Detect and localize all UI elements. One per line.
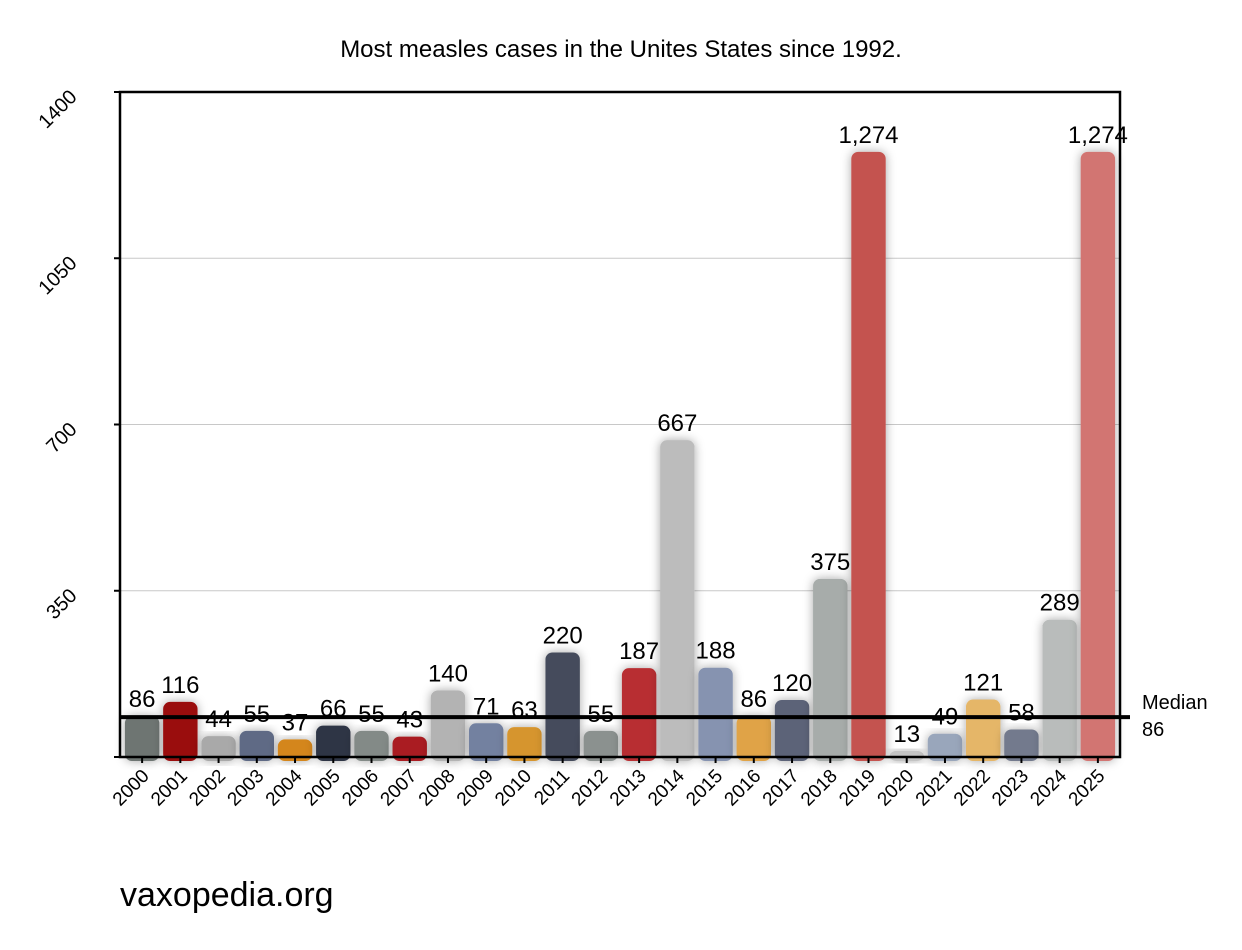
- x-tick-label-2006: 2006: [338, 766, 383, 811]
- x-tick-label-2008: 2008: [415, 766, 460, 811]
- value-label-2008: 140: [428, 661, 468, 688]
- bar-2009: [468, 723, 504, 761]
- bar-2015: [698, 667, 733, 761]
- median-label: Median 86: [1142, 690, 1208, 744]
- value-label-2010: 63: [511, 697, 538, 724]
- value-label-2007: 43: [396, 707, 423, 734]
- x-tick-label-2024: 2024: [1026, 765, 1071, 810]
- bar-2011: [545, 652, 580, 761]
- x-axis-tick-labels: 2000200120022003200420052006200720082009…: [109, 757, 1110, 811]
- bar-2013: [621, 668, 657, 761]
- x-tick-label-2002: 2002: [185, 766, 230, 811]
- y-tick-label: 1400: [35, 86, 82, 133]
- x-tick-label-2025: 2025: [1065, 766, 1110, 811]
- value-label-2023: 58: [1008, 699, 1035, 726]
- bar-2022: [965, 699, 1001, 761]
- value-label-2003: 55: [243, 701, 270, 728]
- x-tick-label-2007: 2007: [377, 766, 422, 811]
- bar-2014: [660, 440, 695, 761]
- plot-frame: [118, 90, 1122, 759]
- x-tick-label-2019: 2019: [835, 766, 880, 811]
- bar-2002: [201, 736, 236, 761]
- bar-2018: [813, 578, 848, 761]
- value-label-2014: 667: [657, 410, 697, 437]
- source-credit: vaxopedia.org: [120, 876, 334, 914]
- bar-2001: [163, 701, 198, 761]
- x-tick-label-2000: 2000: [109, 766, 154, 811]
- y-tick-label: 350: [42, 585, 81, 624]
- y-tick-label: 1050: [35, 252, 82, 299]
- x-tick-label-2004: 2004: [262, 765, 307, 810]
- bar-2006: [354, 730, 389, 761]
- x-tick-label-2003: 2003: [224, 766, 269, 811]
- gridlines: [120, 91, 1120, 592]
- x-tick-label-2015: 2015: [682, 766, 727, 811]
- value-label-2000: 86: [129, 686, 156, 713]
- value-label-2017: 120: [772, 670, 812, 697]
- y-tick-label: 700: [42, 418, 81, 457]
- median-label-text: Median: [1142, 692, 1208, 714]
- x-tick-label-2010: 2010: [491, 766, 536, 811]
- x-tick-label-2012: 2012: [568, 766, 613, 811]
- y-axis-tick-labels: 350 700 1050 1400: [35, 86, 120, 758]
- chart-title: Most measles cases in the Unites States …: [340, 36, 902, 63]
- bar-2016: [736, 716, 772, 761]
- x-tick-label-2009: 2009: [453, 766, 498, 811]
- value-label-2002: 44: [205, 706, 232, 733]
- x-tick-label-2001: 2001: [147, 766, 192, 811]
- bar-2012: [583, 730, 619, 761]
- x-tick-label-2022: 2022: [950, 766, 995, 811]
- value-label-2011: 220: [543, 623, 583, 650]
- value-label-2013: 187: [619, 638, 659, 665]
- value-label-2015: 188: [696, 638, 736, 665]
- x-tick-label-2013: 2013: [606, 766, 651, 811]
- x-tick-label-2005: 2005: [300, 766, 345, 811]
- bar-2007: [392, 736, 427, 761]
- bar-2024: [1042, 619, 1077, 761]
- bars: [124, 151, 1116, 762]
- value-label-2020: 13: [893, 721, 920, 748]
- bar-2008: [430, 690, 466, 761]
- bar-2019: [851, 151, 886, 762]
- value-label-2006: 55: [358, 701, 385, 728]
- x-tick-label-2018: 2018: [797, 766, 842, 811]
- x-tick-label-2017: 2017: [759, 766, 804, 811]
- bar-2017: [774, 700, 810, 761]
- bar-2003: [239, 730, 275, 761]
- bar-2004: [277, 739, 313, 761]
- bar-2023: [1004, 729, 1039, 761]
- x-tick-label-2020: 2020: [874, 766, 919, 811]
- x-tick-label-2011: 2011: [530, 766, 574, 810]
- bar-2005: [316, 725, 351, 761]
- value-label-2004: 37: [282, 709, 309, 736]
- x-tick-label-2021: 2021: [912, 766, 957, 811]
- bar-2000: [124, 716, 160, 761]
- value-label-2024: 289: [1040, 590, 1080, 617]
- value-label-2016: 86: [740, 686, 767, 713]
- value-label-2018: 375: [810, 549, 850, 576]
- median-label-value: 86: [1142, 719, 1165, 741]
- value-label-2019: 1,274: [838, 122, 898, 149]
- bar-2025: [1080, 151, 1116, 762]
- value-label-2025: 1,274: [1068, 122, 1128, 149]
- x-tick-label-2016: 2016: [721, 766, 766, 811]
- bar-2010: [507, 727, 542, 761]
- bar-2021: [927, 733, 963, 761]
- value-label-2022: 121: [963, 670, 1003, 697]
- value-label-2001: 116: [161, 672, 199, 699]
- x-tick-label-2014: 2014: [644, 765, 689, 810]
- x-tick-label-2023: 2023: [988, 766, 1033, 811]
- value-label-2012: 55: [588, 701, 615, 728]
